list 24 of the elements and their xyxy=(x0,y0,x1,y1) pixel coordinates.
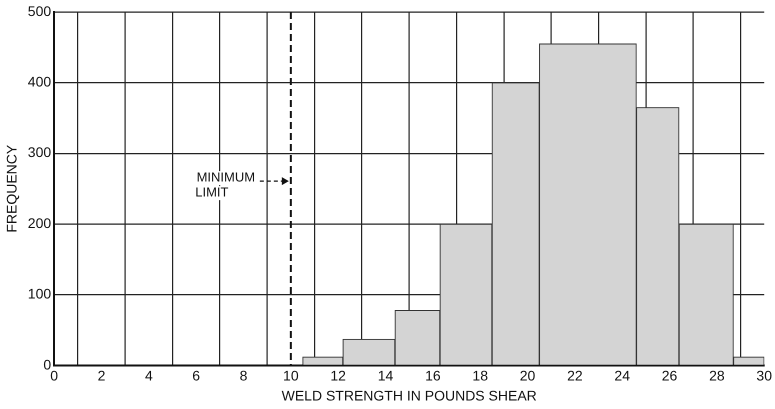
y-tick-label: 200 xyxy=(28,214,52,231)
y-tick-label: 300 xyxy=(28,144,52,160)
y-axis-title: FREQUENCY xyxy=(3,144,20,233)
x-tick-label: 26 xyxy=(662,368,678,384)
y-tick-label: 500 xyxy=(28,2,52,19)
x-axis-title: WELD STRENGTH IN POUNDS SHEAR xyxy=(282,387,537,404)
x-tick-label: 8 xyxy=(240,368,248,384)
x-tick-label: 12 xyxy=(330,368,346,384)
x-tick-label: 4 xyxy=(144,368,153,384)
x-tick-label: 16 xyxy=(425,368,441,384)
x-tick-label: 2 xyxy=(98,368,106,384)
ref-line-label: MINIMUM LIMIT xyxy=(195,170,256,200)
x-tick-label: 14 xyxy=(378,368,394,384)
x-tick-label: 20 xyxy=(520,368,536,384)
y-tick-label: 400 xyxy=(28,74,52,90)
x-tick-label: 24 xyxy=(614,368,630,384)
y-tick-label: 100 xyxy=(28,286,52,302)
x-tick-label: 10 xyxy=(283,368,299,384)
x-tick-label: 6 xyxy=(192,368,200,384)
x-tick-label: 30 xyxy=(756,368,772,384)
x-tick-label: 28 xyxy=(709,368,725,384)
y-tick-label: 0 xyxy=(43,356,52,372)
x-tick-label: 18 xyxy=(472,368,488,384)
x-tick-label: 22 xyxy=(567,368,583,384)
